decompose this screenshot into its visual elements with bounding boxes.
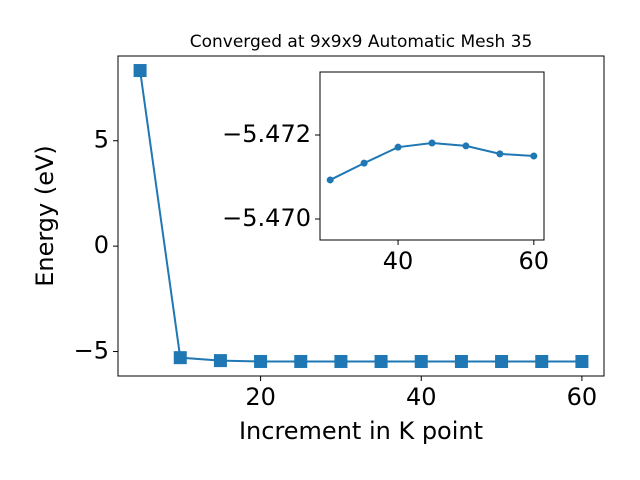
y-tick-label: 5 (94, 126, 109, 154)
y-tick-label: −5.472 (222, 120, 311, 148)
marker (374, 354, 388, 368)
chart-title: Converged at 9x9x9 Automatic Mesh 35 (190, 32, 533, 52)
series-line (139, 70, 582, 363)
marker (173, 351, 187, 365)
marker (326, 176, 334, 184)
marker (334, 354, 348, 368)
marker (462, 142, 470, 150)
y-tick-label: −5 (74, 337, 109, 365)
y-tick-label: −5.470 (222, 204, 311, 232)
x-tick-label: 60 (567, 383, 598, 411)
x-tick-label: 40 (406, 383, 437, 411)
x-axis-label: Increment in K point (239, 417, 483, 445)
marker (496, 150, 504, 158)
marker (535, 354, 549, 368)
marker (454, 354, 468, 368)
marker (394, 143, 402, 151)
x-tick-label: 60 (519, 247, 550, 275)
marker (428, 139, 436, 147)
plot-area (319, 71, 545, 241)
marker (575, 354, 589, 368)
y-tick-label: 0 (94, 231, 109, 259)
marker (294, 354, 308, 368)
marker (213, 354, 227, 368)
marker (133, 64, 147, 78)
x-tick-label: 40 (383, 247, 414, 275)
marker (530, 152, 538, 160)
marker (414, 354, 428, 368)
x-tick-label: 20 (245, 383, 276, 411)
marker (254, 354, 268, 368)
marker (360, 159, 368, 167)
marker (495, 354, 509, 368)
y-axis-label: Energy (eV) (31, 145, 59, 287)
